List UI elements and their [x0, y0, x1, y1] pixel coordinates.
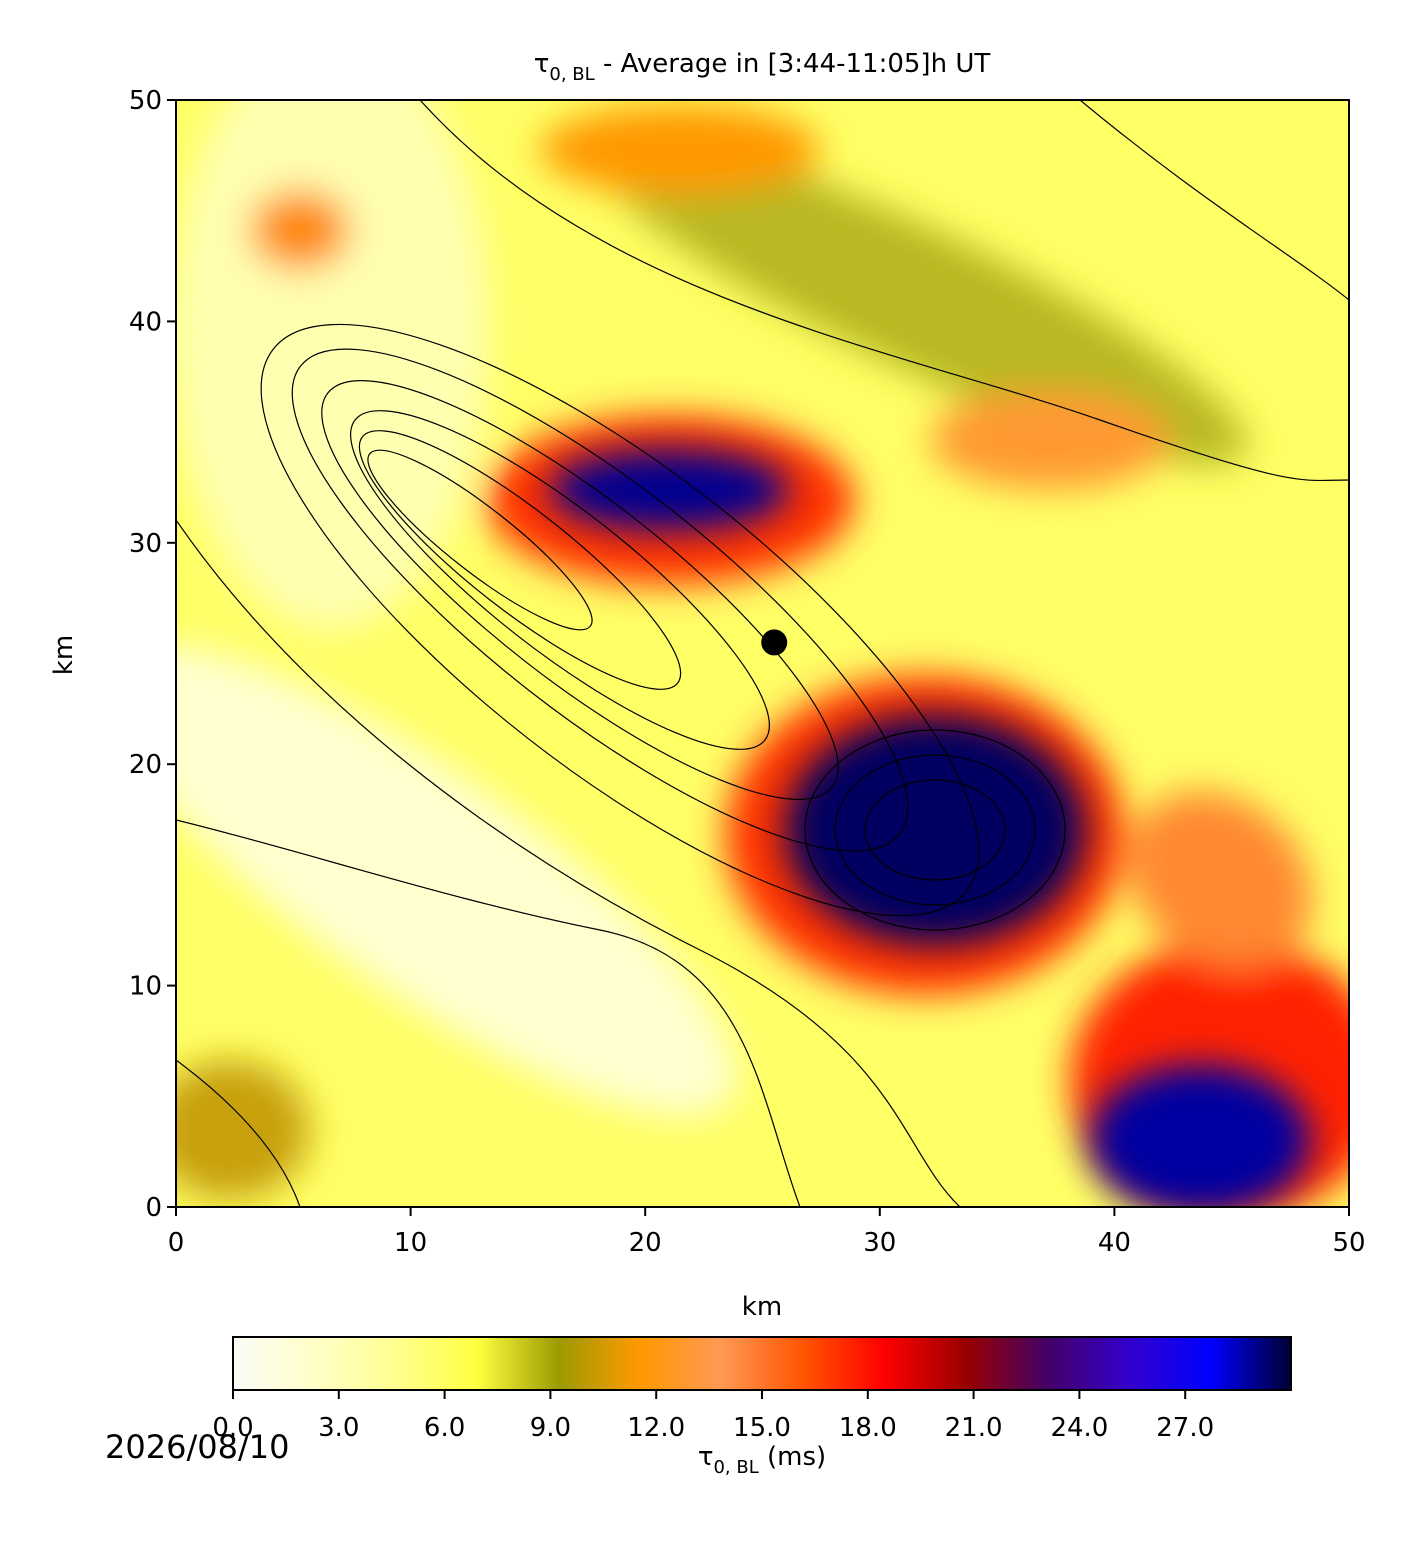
colorbar-label: τ0, BL (ms) — [698, 1442, 826, 1478]
colorbar-tick-label: 27.0 — [1156, 1413, 1214, 1443]
colorbar-tick-label: 15.0 — [733, 1413, 791, 1443]
colorbar-tick-label: 6.0 — [424, 1413, 465, 1443]
x-tick-label: 0 — [168, 1228, 185, 1258]
colorbar-tick-label: 21.0 — [945, 1413, 1003, 1443]
contours — [176, 100, 1349, 1207]
colorbar-tick-label: 18.0 — [839, 1413, 897, 1443]
y-tick-label: 10 — [129, 972, 162, 1002]
colorbar — [232, 1336, 1292, 1391]
colorbar-tick-label: 0.0 — [212, 1413, 253, 1443]
y-tick-label: 20 — [129, 750, 162, 780]
x-tick-label: 20 — [629, 1228, 662, 1258]
plot-frame — [175, 99, 1350, 1208]
x-tick-label: 10 — [394, 1228, 427, 1258]
colorbar-tick-label: 12.0 — [627, 1413, 685, 1443]
x-axis-label: km — [742, 1292, 782, 1322]
x-tick-label: 50 — [1332, 1228, 1365, 1258]
x-tick-label: 40 — [1098, 1228, 1131, 1258]
y-tick-label: 50 — [129, 86, 162, 116]
x-tick-label: 30 — [863, 1228, 896, 1258]
y-tick-label: 40 — [129, 307, 162, 337]
chart-title: τ0, BL - Average in [3:44-11:05]h UT — [534, 49, 991, 85]
colorbar-tick-label: 9.0 — [530, 1413, 571, 1443]
site-marker — [761, 629, 788, 656]
y-tick-label: 30 — [129, 529, 162, 559]
y-tick-label: 0 — [145, 1193, 162, 1223]
y-axis-label: km — [49, 635, 79, 675]
field — [176, 100, 1349, 1207]
date: 2026/08/10 — [105, 1428, 289, 1466]
colorbar-tick-label: 3.0 — [318, 1413, 359, 1443]
colorbar-tick-label: 24.0 — [1050, 1413, 1108, 1443]
